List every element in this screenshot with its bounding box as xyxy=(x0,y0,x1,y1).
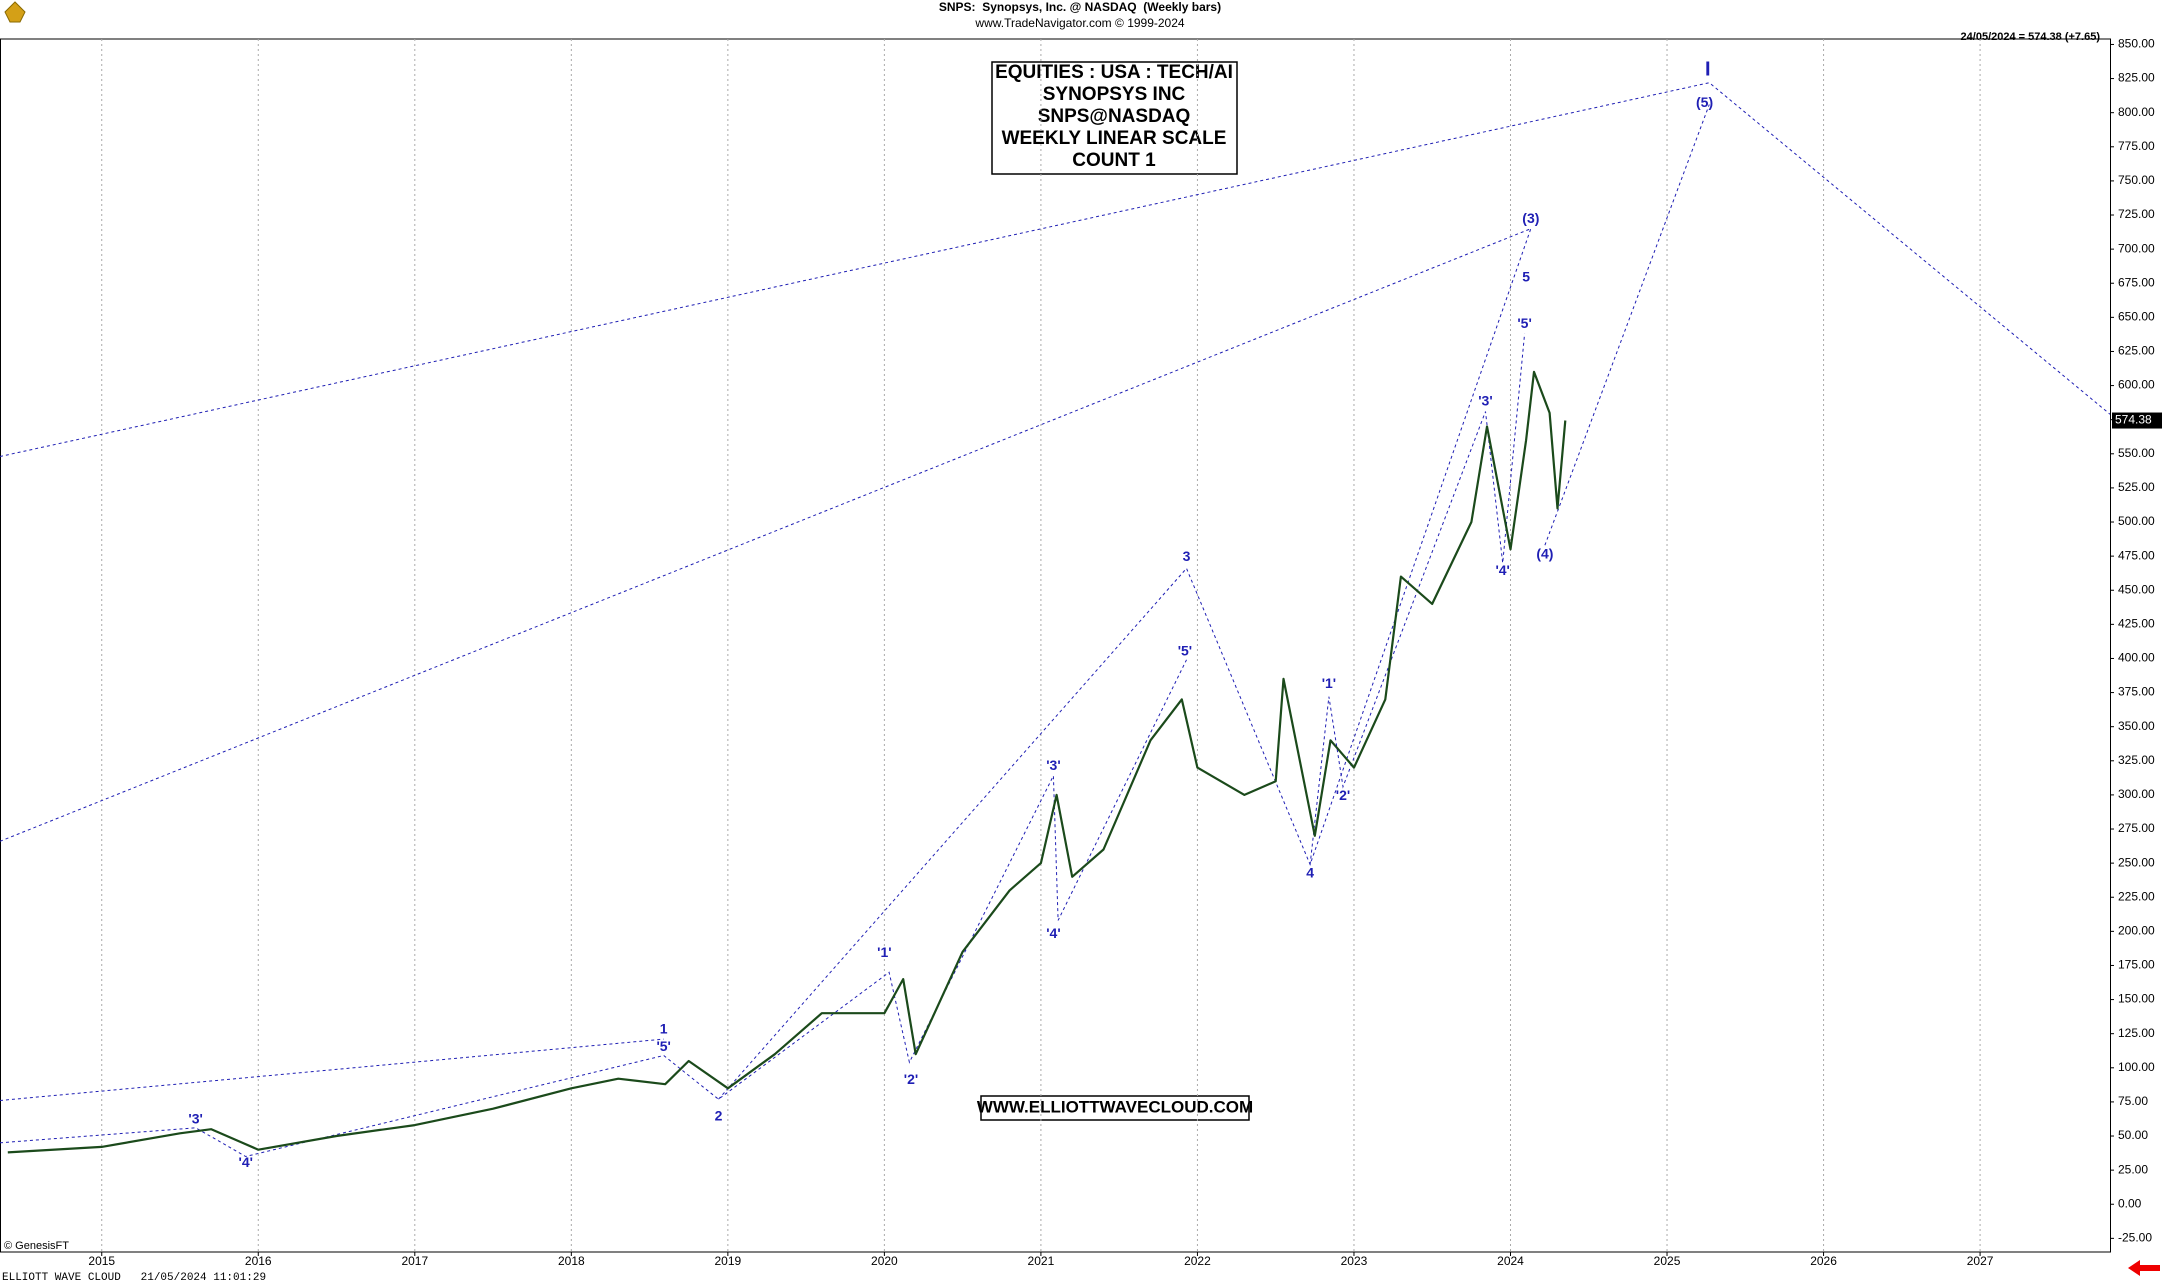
wave-line xyxy=(1544,104,1710,546)
y-tick-label: 100.00 xyxy=(2118,1060,2155,1074)
x-tick-label: 2017 xyxy=(401,1254,428,1268)
y-tick-label: 200.00 xyxy=(2118,924,2155,938)
y-tick-label: 175.00 xyxy=(2118,958,2155,972)
y-tick-label: 25.00 xyxy=(2118,1162,2148,1176)
y-tick-label: 750.00 xyxy=(2118,173,2155,187)
plot-frame xyxy=(0,38,2111,1253)
logo-icon xyxy=(4,1,26,23)
y-tick-label: 375.00 xyxy=(2118,685,2155,699)
wave-label: I xyxy=(1705,59,1711,81)
wave-label: '3' xyxy=(188,1110,202,1126)
chart-title: SNPS: Synopsys, Inc. @ NASDAQ (Weekly ba… xyxy=(939,0,1221,14)
x-tick-label: 2025 xyxy=(1654,1254,1681,1268)
footer: ELLIOTT WAVE CLOUD 21/05/2024 11:01:29 xyxy=(2,1272,266,1284)
price-line xyxy=(7,370,1567,1154)
wave-label: '2' xyxy=(904,1071,918,1087)
y-tick-label: 600.00 xyxy=(2118,378,2155,392)
wave-label: '1' xyxy=(877,944,891,960)
wave-label: '3' xyxy=(1478,393,1492,409)
x-tick-label: 2023 xyxy=(1341,1254,1368,1268)
info-line: SYNOPSYS INC xyxy=(1043,84,1186,105)
y-tick-label: 125.00 xyxy=(2118,1026,2155,1040)
wave-label: (4) xyxy=(1536,545,1553,561)
y-tick-label: 675.00 xyxy=(2118,275,2155,289)
y-tick-label: 625.00 xyxy=(2118,344,2155,358)
last-quote: 24/05/2024 = 574.38 (+7.65) xyxy=(1961,31,2101,43)
wave-line xyxy=(0,228,1531,842)
y-tick-label: 250.00 xyxy=(2118,855,2155,869)
y-tick-label: 325.00 xyxy=(2118,753,2155,767)
y-tick-label: 450.00 xyxy=(2118,582,2155,596)
wave-label: 1 xyxy=(660,1020,668,1036)
y-tick-label: 700.00 xyxy=(2118,241,2155,255)
y-tick-label: 425.00 xyxy=(2118,617,2155,631)
scroll-arrow[interactable] xyxy=(2128,1260,2160,1276)
x-tick-label: 2015 xyxy=(88,1254,115,1268)
wave-label: '1' xyxy=(1322,675,1336,691)
last-price-label: 574.38 xyxy=(2115,413,2152,427)
wave-label: (5) xyxy=(1696,94,1713,110)
y-tick-label: 775.00 xyxy=(2118,139,2155,153)
x-tick-label: 2027 xyxy=(1967,1254,1994,1268)
x-tick-label: 2022 xyxy=(1184,1254,1211,1268)
y-tick-label: 475.00 xyxy=(2118,548,2155,562)
y-tick-label: 725.00 xyxy=(2118,207,2155,221)
x-tick-label: 2026 xyxy=(1810,1254,1837,1268)
y-tick-label: 550.00 xyxy=(2118,446,2155,460)
wave-label: '4' xyxy=(1046,925,1060,941)
y-tick-label: 400.00 xyxy=(2118,651,2155,665)
y-tick-label: 275.00 xyxy=(2118,821,2155,835)
x-tick-label: 2016 xyxy=(245,1254,272,1268)
x-tick-label: 2024 xyxy=(1497,1254,1524,1268)
info-line: EQUITIES : USA : TECH/AI xyxy=(995,62,1233,83)
y-tick-label: 150.00 xyxy=(2118,992,2155,1006)
y-tick-label: 500.00 xyxy=(2118,514,2155,528)
y-tick-label: 350.00 xyxy=(2118,719,2155,733)
info-line: COUNT 1 xyxy=(1072,150,1156,171)
wave-label: '2' xyxy=(1336,787,1350,803)
chart-subtitle: www.TradeNavigator.com © 1999-2024 xyxy=(974,16,1184,30)
wave-line xyxy=(0,659,1187,1158)
y-tick-label: 650.00 xyxy=(2118,310,2155,324)
y-tick-label: -25.00 xyxy=(2118,1231,2152,1245)
wave-line xyxy=(0,82,2111,457)
info-box xyxy=(991,61,1238,175)
y-tick-label: 850.00 xyxy=(2118,37,2155,51)
x-tick-label: 2018 xyxy=(558,1254,585,1268)
x-tick-label: 2019 xyxy=(715,1254,742,1268)
website-box xyxy=(980,1095,1250,1121)
y-tick-label: 225.00 xyxy=(2118,889,2155,903)
wave-label: '3' xyxy=(1046,757,1060,773)
y-tick-label: 300.00 xyxy=(2118,787,2155,801)
y-tick-label: 825.00 xyxy=(2118,71,2155,85)
last-price-box xyxy=(2112,412,2162,429)
wave-label: (3) xyxy=(1522,210,1539,226)
wave-label: 5 xyxy=(1522,268,1530,284)
wave-label: '5' xyxy=(656,1038,670,1054)
x-tick-label: 2021 xyxy=(1028,1254,1055,1268)
info-line: SNPS@NASDAQ xyxy=(1038,106,1191,127)
wave-label: 2 xyxy=(715,1108,723,1124)
y-tick-label: 800.00 xyxy=(2118,105,2155,119)
x-tick-label: 2020 xyxy=(871,1254,898,1268)
y-tick-label: 0.00 xyxy=(2118,1196,2142,1210)
y-tick-label: 525.00 xyxy=(2118,480,2155,494)
y-tick-label: 50.00 xyxy=(2118,1128,2148,1142)
wave-label: '4' xyxy=(239,1154,253,1170)
wave-label: '5' xyxy=(1517,315,1531,331)
wave-label: '4' xyxy=(1495,562,1509,578)
data-credit: © GenesisFT xyxy=(4,1240,69,1252)
wave-label: 4 xyxy=(1306,865,1314,881)
y-tick-label: 75.00 xyxy=(2118,1094,2148,1108)
info-line: WEEKLY LINEAR SCALE xyxy=(1002,128,1227,149)
wave-label: 3 xyxy=(1183,548,1191,564)
website: WWW.ELLIOTTWAVECLOUD.COM xyxy=(977,1097,1253,1116)
wave-label: '5' xyxy=(1178,642,1192,658)
